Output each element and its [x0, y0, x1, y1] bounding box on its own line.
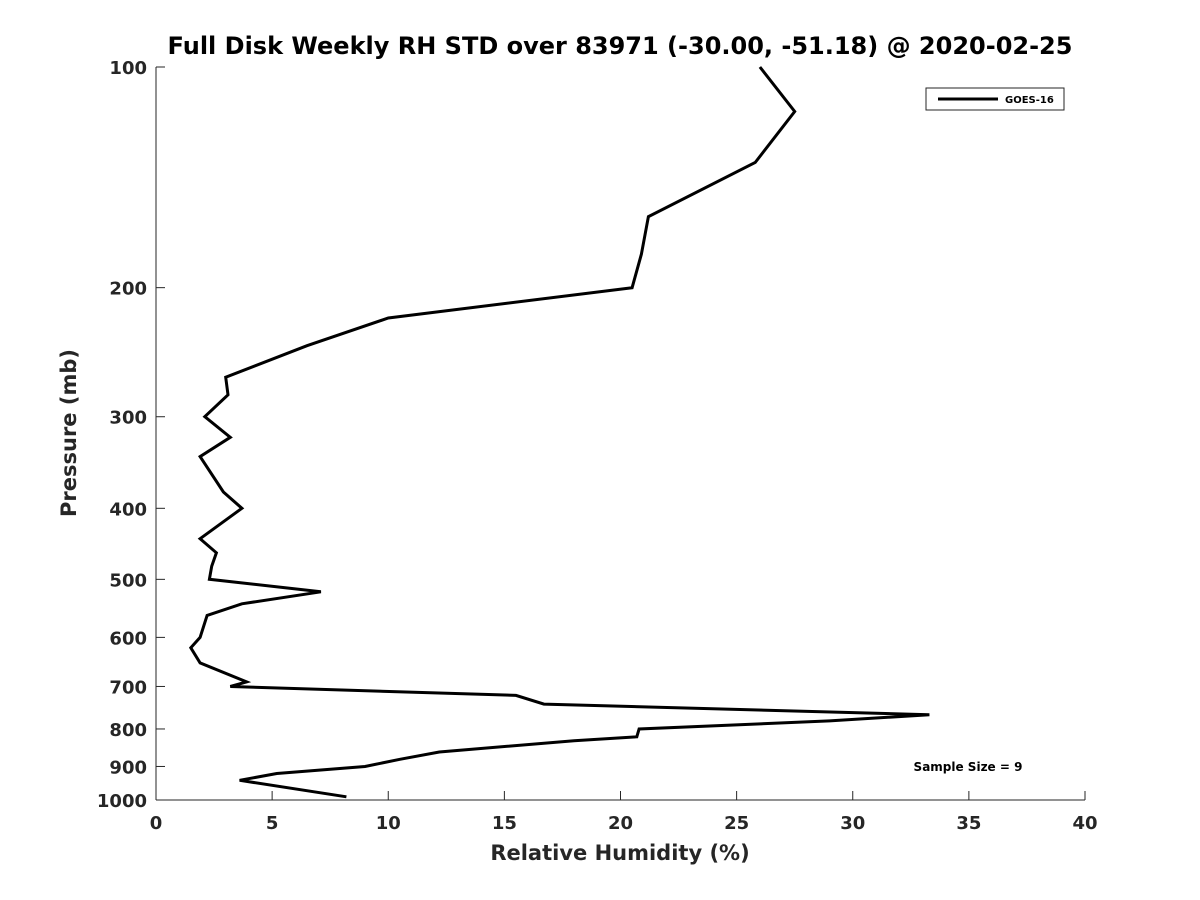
y-tick-label: 800	[109, 720, 147, 741]
y-tick-label: 500	[109, 570, 147, 591]
x-tick-label: 35	[956, 813, 981, 834]
x-tick-label: 40	[1072, 813, 1097, 834]
y-tick-label: 700	[109, 677, 147, 698]
y-tick-label: 300	[109, 408, 147, 429]
y-tick-label: 600	[109, 628, 147, 649]
y-tick-label: 400	[109, 499, 147, 520]
x-tick-label: 10	[376, 813, 401, 834]
plot-area	[156, 67, 1085, 800]
x-tick-label: 30	[840, 813, 865, 834]
legend: GOES-16	[925, 87, 1065, 111]
series-layer	[188, 66, 930, 799]
y-tick-label: 1000	[97, 791, 147, 812]
x-ticks: 0 5 10 15 20 25 30 35 40	[150, 791, 1098, 834]
y-tick-label: 900	[109, 757, 147, 778]
x-tick-label: 20	[608, 813, 633, 834]
legend-label: GOES-16	[1005, 95, 1054, 106]
x-axis-label: Relative Humidity (%)	[490, 841, 749, 865]
sample-size-annotation: Sample Size = 9	[914, 760, 1023, 774]
x-tick-label: 15	[492, 813, 517, 834]
x-tick-label: 5	[266, 813, 279, 834]
y-ticks: 100 200 300 400 500 600 700 800 900 1000	[97, 58, 165, 812]
chart-title: Full Disk Weekly RH STD over 83971 (-30.…	[168, 32, 1073, 60]
y-tick-label: 200	[109, 279, 147, 300]
x-tick-label: 0	[150, 813, 163, 834]
x-tick-label: 25	[724, 813, 749, 834]
series-line-goes-16	[188, 66, 930, 799]
y-axis-label: Pressure (mb)	[57, 349, 81, 517]
y-tick-label: 100	[109, 58, 147, 79]
